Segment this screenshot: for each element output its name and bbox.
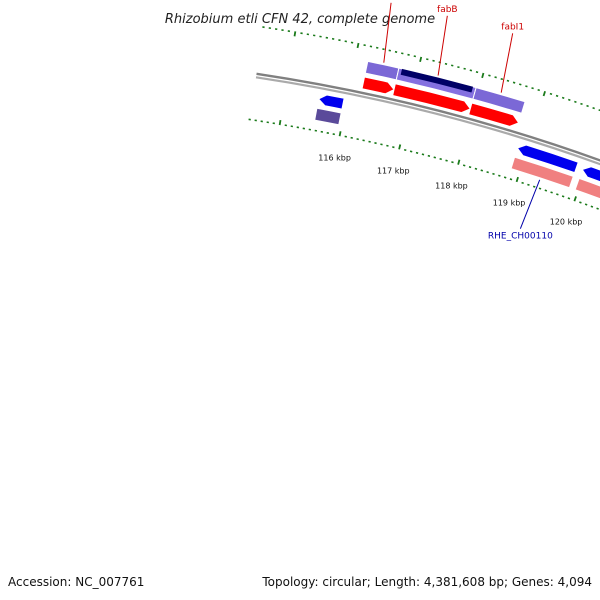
tick-mark xyxy=(556,193,559,196)
tick-mark xyxy=(584,203,588,206)
backbone-line-inner xyxy=(255,76,600,166)
genome-backbone xyxy=(255,72,600,166)
reverse-cds-pnp xyxy=(574,177,600,200)
tick-mark xyxy=(567,98,571,101)
leader-line-fabI1 xyxy=(500,33,514,93)
kbp-label: 118 kbp xyxy=(435,182,468,191)
tick-mark xyxy=(567,197,571,200)
tick-mark xyxy=(579,201,582,204)
tick-mark xyxy=(515,176,519,183)
tick-mark xyxy=(457,159,461,165)
gene-label-fabI1: fabI1 xyxy=(501,22,524,32)
forward-gene-fabI1 xyxy=(468,102,520,127)
forward-cds-fabI1 xyxy=(472,86,526,114)
outer-tick-ring xyxy=(262,26,600,112)
backbone-line-outer xyxy=(256,72,600,162)
forward-cds-fabA xyxy=(364,60,400,81)
kbp-label: 117 kbp xyxy=(377,167,410,176)
forward-gene-fabA xyxy=(361,76,395,95)
tick-mark xyxy=(356,42,360,49)
tick-mark xyxy=(596,207,599,210)
tick-mark xyxy=(550,191,553,194)
inner-tick-ring xyxy=(248,118,599,210)
tick-mark xyxy=(338,131,342,137)
tick-mark xyxy=(538,187,542,190)
forward-cds-highlight xyxy=(400,68,474,93)
forward-strand-features xyxy=(361,60,526,127)
tick-mark xyxy=(574,100,577,104)
tick-mark xyxy=(573,196,577,202)
topology-text: Topology: circular; Length: 4,381,608 bp… xyxy=(261,575,592,589)
accession-text: Accession: NC_007761 xyxy=(8,575,144,589)
leader-line-fabB xyxy=(437,15,448,76)
tick-mark xyxy=(544,189,548,192)
kbp-label: 116 kbp xyxy=(318,154,351,163)
reverse-cds-RHE_CH00110 xyxy=(510,156,574,189)
tick-mark xyxy=(590,205,594,208)
kbp-label: 120 kbp xyxy=(550,218,583,227)
gene-label-fabA: fabA xyxy=(381,0,402,2)
tick-mark xyxy=(542,90,546,97)
tick-mark xyxy=(398,144,402,150)
reverse-gene-pnp xyxy=(581,166,600,183)
kbp-label: 119 kbp xyxy=(493,199,526,208)
reverse-gene-RHE_CH00110 xyxy=(516,144,579,174)
gene-label-RHE_CH00110: RHE_CH00110 xyxy=(488,232,553,242)
tick-mark xyxy=(580,102,583,106)
tick-mark xyxy=(586,104,589,108)
tick-mark xyxy=(419,56,423,63)
reverse-gene-unnamed-0 xyxy=(317,94,345,110)
tick-mark xyxy=(293,31,297,37)
map-title: Rhizobium etli CFN 42, complete genome xyxy=(165,12,435,27)
leader-line-RHE_CH00110 xyxy=(519,179,541,229)
tick-mark xyxy=(481,72,485,79)
forward-gene-fabB xyxy=(392,83,472,114)
tick-mark xyxy=(561,195,565,198)
gene-label-fabB: fabB xyxy=(437,5,458,15)
gene-labels: fabAfabBfabI1RHE_CH00110pnprpsORHE_CH001… xyxy=(381,0,553,242)
reverse-cds-unnamed-0 xyxy=(314,107,342,126)
leader-line-fabA xyxy=(383,2,392,63)
tick-mark xyxy=(592,106,595,110)
reverse-strand-features xyxy=(314,94,600,200)
tick-mark xyxy=(278,119,282,126)
